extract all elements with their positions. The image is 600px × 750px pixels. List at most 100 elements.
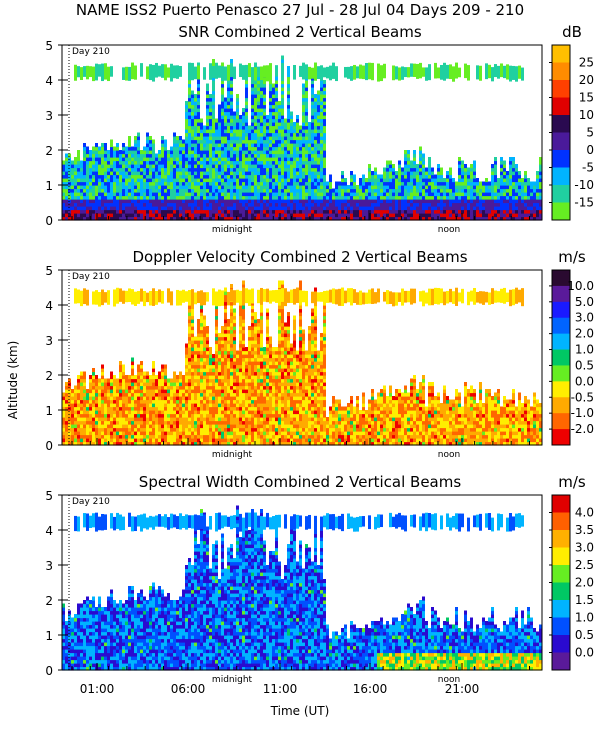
- heatmap-cell: [185, 343, 188, 348]
- heatmap-cell: [149, 136, 152, 141]
- heatmap-cell: [155, 382, 158, 387]
- heatmap-cell: [182, 213, 185, 218]
- heatmap-cell: [383, 216, 386, 221]
- heatmap-cell: [218, 129, 221, 134]
- heatmap-cell: [212, 178, 215, 183]
- heatmap-cell: [272, 129, 275, 134]
- heatmap-cell: [245, 171, 248, 176]
- heatmap-cell: [323, 122, 326, 127]
- heatmap-cell: [266, 202, 269, 207]
- heatmap-cell: [173, 389, 176, 394]
- heatmap-cell: [146, 382, 149, 387]
- heatmap-cell: [68, 389, 71, 394]
- heatmap-cell: [179, 167, 182, 172]
- heatmap-cell: [137, 132, 140, 137]
- heatmap-cell: [65, 206, 68, 211]
- heatmap-cell: [440, 192, 443, 197]
- heatmap-cell: [194, 104, 197, 109]
- heatmap-cell: [377, 213, 380, 218]
- heatmap-cell: [101, 399, 104, 404]
- heatmap-cell: [293, 185, 296, 190]
- heatmap-cell: [482, 185, 485, 190]
- heatmap-cell: [176, 136, 179, 141]
- heatmap-cell: [71, 171, 74, 176]
- heatmap-cell: [68, 434, 71, 439]
- heatmap-cell: [299, 65, 302, 77]
- heatmap-cell: [185, 420, 188, 425]
- heatmap-cell: [83, 157, 86, 162]
- heatmap-cell: [275, 213, 278, 218]
- heatmap-cell: [251, 83, 254, 88]
- heatmap-cell: [191, 136, 194, 141]
- heatmap-cell: [401, 174, 404, 179]
- heatmap-cell: [83, 143, 86, 148]
- heatmap-cell: [269, 111, 272, 116]
- heatmap-cell: [173, 417, 176, 422]
- heatmap-cell: [392, 178, 395, 183]
- heatmap-cell: [317, 150, 320, 155]
- heatmap-cell: [74, 438, 77, 443]
- heatmap-cell: [257, 87, 260, 92]
- heatmap-cell: [200, 139, 203, 144]
- heatmap-cell: [236, 118, 239, 123]
- heatmap-cell: [92, 410, 95, 415]
- heatmap-cell: [158, 392, 161, 397]
- heatmap-cell: [149, 146, 152, 151]
- heatmap-cell: [185, 101, 188, 106]
- heatmap-cell: [122, 157, 125, 162]
- heatmap-cell: [209, 125, 212, 130]
- heatmap-cell: [368, 209, 371, 214]
- heatmap-cell: [194, 188, 197, 193]
- heatmap-cell: [533, 216, 536, 221]
- heatmap-cell: [95, 403, 98, 408]
- heatmap-cells: [62, 280, 542, 446]
- heatmap-cell: [515, 216, 518, 221]
- heatmap-cell: [86, 413, 89, 418]
- heatmap-cell: [251, 216, 254, 221]
- heatmap-cell: [200, 202, 203, 207]
- heatmap-cell: [284, 213, 287, 218]
- heatmap-cell: [173, 406, 176, 411]
- heatmap-cell: [437, 188, 440, 193]
- heatmap-cell: [344, 181, 347, 186]
- heatmap-cell: [263, 65, 266, 78]
- heatmap-cell: [209, 202, 212, 207]
- heatmap-cell: [431, 167, 434, 172]
- heatmap-cell: [323, 67, 326, 78]
- heatmap-cell: [530, 188, 533, 193]
- heatmap-cell: [296, 185, 299, 190]
- heatmap-cell: [173, 206, 176, 211]
- heatmap-cell: [323, 199, 326, 204]
- heatmap-cell: [152, 209, 155, 214]
- heatmap-cell: [122, 375, 125, 380]
- heatmap-cell: [146, 389, 149, 394]
- heatmap-cell: [500, 178, 503, 183]
- heatmap-cell: [137, 209, 140, 214]
- heatmap-cell: [266, 178, 269, 183]
- heatmap-cell: [152, 216, 155, 221]
- heatmap-cell: [116, 213, 119, 218]
- heatmap-cell: [182, 185, 185, 190]
- heatmap-cell: [152, 171, 155, 176]
- heatmap-cell: [503, 65, 506, 79]
- heatmap-cell: [164, 157, 167, 162]
- heatmap-cell: [185, 167, 188, 172]
- heatmap-cell: [506, 202, 509, 207]
- heatmap-cell: [125, 424, 128, 429]
- heatmap-cell: [179, 378, 182, 383]
- heatmap-cell: [116, 378, 119, 383]
- heatmap-cell: [179, 139, 182, 144]
- heatmap-cell: [125, 181, 128, 186]
- heatmap-cell: [176, 157, 179, 162]
- heatmap-cell: [488, 195, 491, 200]
- heatmap-cell: [200, 375, 203, 380]
- heatmap-cell: [140, 396, 143, 401]
- heatmap-cell: [95, 188, 98, 193]
- heatmap-cell: [74, 185, 77, 190]
- heatmap-cell: [338, 206, 341, 211]
- heatmap-cell: [218, 125, 221, 130]
- heatmap-cell: [395, 216, 398, 221]
- heatmap-cell: [146, 143, 149, 148]
- heatmap-cell: [146, 209, 149, 214]
- heatmap-cell: [191, 427, 194, 432]
